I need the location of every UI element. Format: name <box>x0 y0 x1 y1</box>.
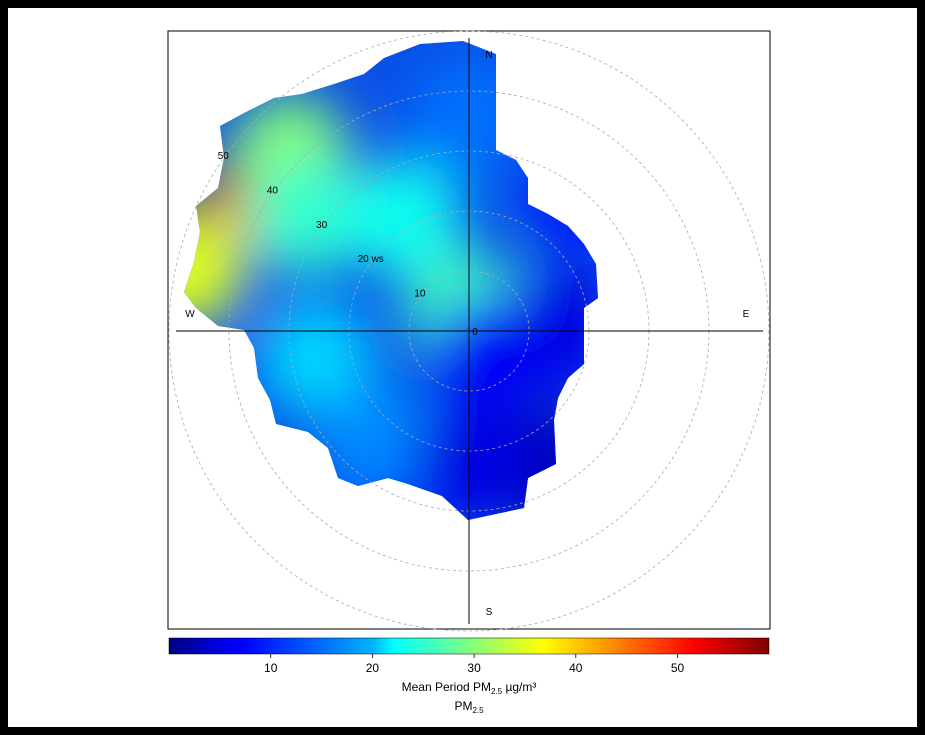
ring-label-0: 0 <box>472 327 478 338</box>
grid-ring-50 <box>168 30 770 632</box>
direction-label-s: S <box>486 607 493 618</box>
colorbar-tick-label-20: 20 <box>366 661 380 675</box>
pollutant-label: PM2.5 <box>454 699 484 715</box>
heat-point-4 <box>248 159 365 276</box>
ring-label-40: 40 <box>267 185 279 196</box>
polar-plot: N E S W 0 10 20 ws 30 40 50 10 20 30 40 50 Mean Peri… <box>167 30 771 715</box>
colorbar-tick-label-30: 30 <box>467 661 481 675</box>
direction-label-n: N <box>485 50 492 61</box>
direction-label-e: E <box>743 309 750 320</box>
colorbar-tick-label-50: 50 <box>671 661 685 675</box>
chart-frame: N E S W 0 10 20 ws 30 40 50 10 20 30 40 50 Mean Peri… <box>8 8 917 727</box>
colorbar <box>168 637 770 655</box>
colorbar-label: Mean Period PM2.5 µg/m³ <box>402 680 537 696</box>
heat-point-14 <box>430 296 547 412</box>
ring-label-10: 10 <box>414 289 426 300</box>
heat-point-5 <box>345 158 461 275</box>
colorbar-tick-label-10: 10 <box>264 661 278 675</box>
direction-label-w: W <box>185 309 195 320</box>
colorbar-tick-label-40: 40 <box>569 661 583 675</box>
ring-label-30: 30 <box>316 220 328 231</box>
ring-label-20: 20 ws <box>358 254 384 265</box>
ring-label-50: 50 <box>218 151 230 162</box>
heat-point-7 <box>257 300 374 417</box>
heat-point-8 <box>318 383 435 500</box>
